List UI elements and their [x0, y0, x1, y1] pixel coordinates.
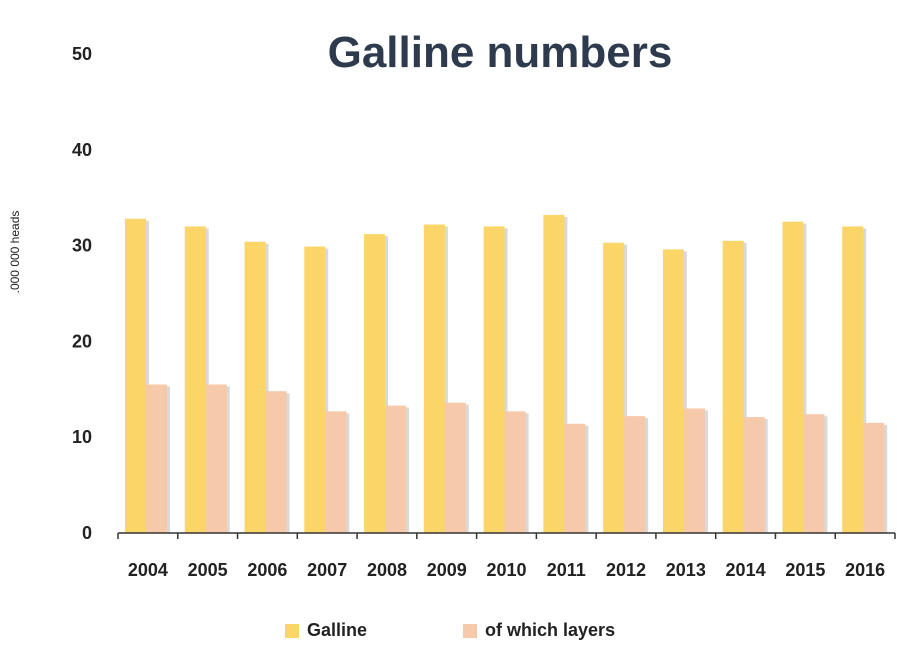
bar-layers [205, 384, 227, 533]
x-axis-ticks: 2004 2005 2006 2007 2008 2009 2010 2011 2012 2013… [117, 533, 896, 580]
bar-layers [624, 416, 646, 533]
bar-galline [543, 214, 565, 533]
legend-item-galline: Galline [285, 620, 367, 641]
bar-galline [662, 249, 684, 533]
legend: Galline of which layers [285, 620, 711, 641]
x-tick-label: 2013 [666, 560, 706, 580]
bar-galline [184, 226, 206, 533]
chart-title: Galline numbers [327, 28, 673, 77]
bar-layers [385, 405, 407, 533]
x-tick-label: 2009 [427, 560, 467, 580]
legend-label-layers: of which layers [485, 620, 616, 640]
x-tick-label: 2007 [307, 560, 347, 580]
legend-swatch-layers [463, 623, 478, 638]
x-tick-label: 2016 [845, 560, 885, 580]
bar-galline [244, 241, 266, 533]
bar-layers [444, 402, 466, 533]
legend-label-galline: Galline [307, 620, 368, 640]
bar-layers [146, 384, 167, 533]
bar-galline [782, 221, 804, 533]
y-axis-ticks: 0 10 20 30 40 50 [72, 44, 92, 543]
bar-galline [483, 226, 505, 533]
y-tick-label: 10 [72, 427, 92, 447]
bar-layers [743, 417, 765, 533]
x-tick-label: 2015 [785, 560, 825, 580]
x-tick-label: 2005 [188, 560, 228, 580]
bar-galline [304, 246, 326, 534]
bar-layers [803, 414, 825, 533]
x-tick-label: 2011 [547, 560, 586, 580]
x-tick-label: 2008 [367, 560, 407, 580]
bar-layers [863, 422, 885, 533]
y-tick-label: 0 [82, 523, 92, 543]
bar-layers [564, 423, 586, 533]
bar-galline [125, 218, 146, 533]
bar-layers [325, 411, 347, 533]
bar-galline [603, 242, 625, 533]
bar-layers [683, 408, 705, 533]
bar-galline [364, 234, 386, 533]
legend-item-layers: of which layers [463, 620, 615, 641]
y-tick-label: 40 [72, 140, 92, 160]
y-tick-label: 30 [72, 236, 92, 256]
x-tick-label: 2012 [606, 560, 646, 580]
bar-layers [504, 411, 526, 533]
legend-swatch-galline [285, 623, 299, 638]
bar-galline [722, 240, 744, 533]
bar-layers [265, 391, 287, 533]
y-tick-label: 50 [72, 44, 92, 64]
y-tick-label: 20 [72, 331, 92, 351]
bar-galline [842, 226, 864, 533]
x-tick-label: 2014 [726, 560, 766, 580]
x-tick-label: 2004 [128, 560, 168, 580]
bars [125, 214, 888, 534]
x-tick-label: 2006 [247, 560, 287, 580]
bar-galline [423, 224, 445, 534]
x-tick-label: 2010 [486, 560, 526, 580]
